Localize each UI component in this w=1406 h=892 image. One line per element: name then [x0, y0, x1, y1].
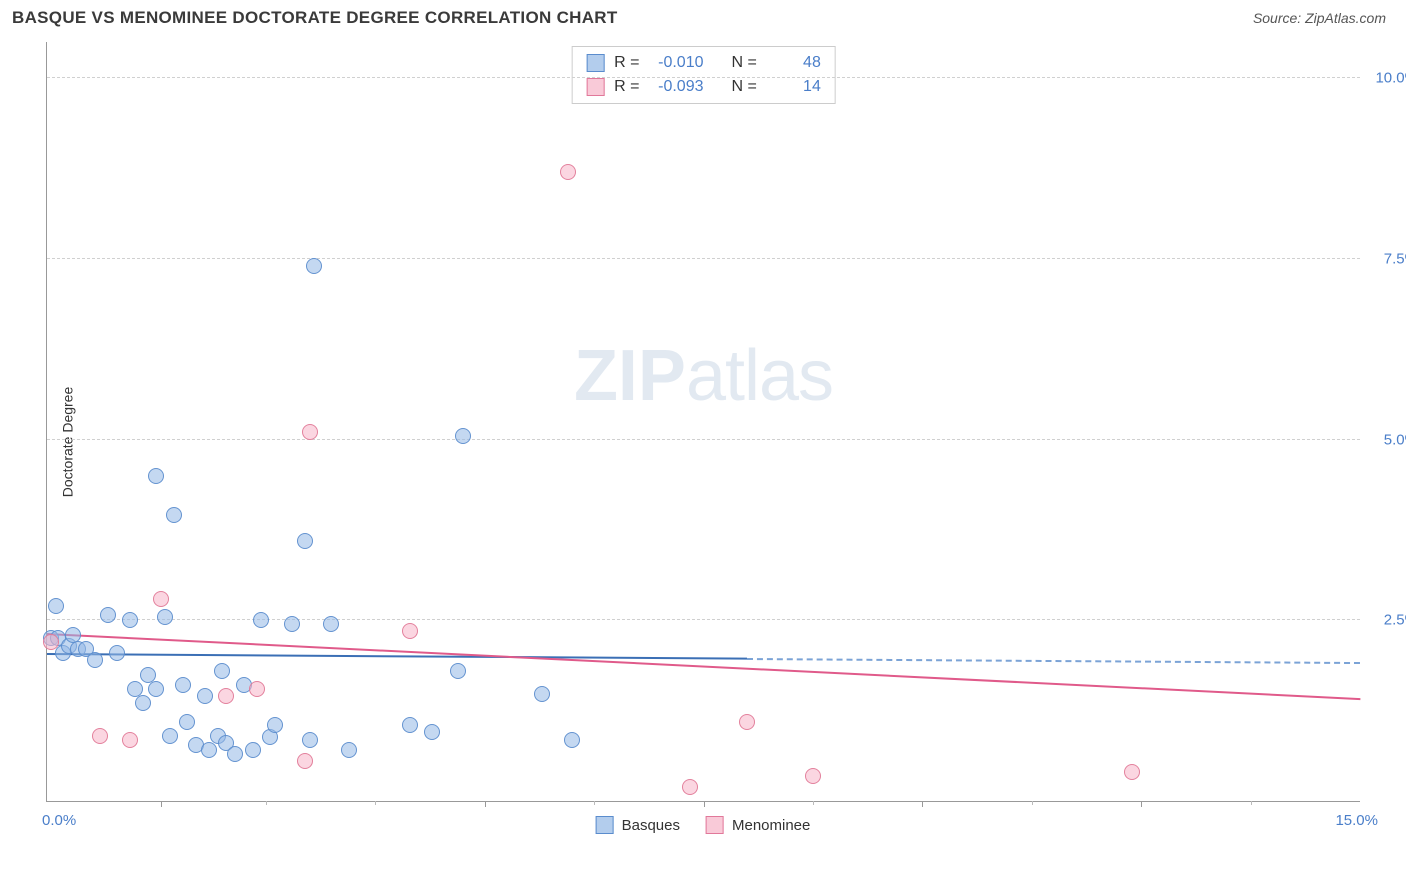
y-tick-label: 7.5%	[1384, 250, 1406, 267]
y-tick-label: 5.0%	[1384, 431, 1406, 448]
data-point-basques	[267, 717, 283, 733]
data-point-basques	[227, 746, 243, 762]
data-point-basques	[302, 732, 318, 748]
legend-item-menominee: Menominee	[706, 816, 810, 834]
data-point-menominee	[297, 753, 313, 769]
data-point-basques	[48, 598, 64, 614]
data-point-basques	[284, 616, 300, 632]
data-point-menominee	[739, 714, 755, 730]
trend-line-basques	[47, 653, 747, 660]
data-point-basques	[245, 742, 261, 758]
data-point-basques	[166, 507, 182, 523]
trend-line-basques-extrapolated	[747, 658, 1360, 664]
x-minor-tick	[1251, 801, 1252, 805]
data-point-basques	[135, 695, 151, 711]
correlation-legend: R = -0.010 N = 48 R = -0.093 N = 14	[571, 46, 836, 104]
chart-title: BASQUE VS MENOMINEE DOCTORATE DEGREE COR…	[12, 8, 618, 28]
x-minor-tick	[813, 801, 814, 805]
swatch-menominee-icon	[706, 816, 724, 834]
x-axis-end-label: 15.0%	[1335, 812, 1378, 829]
x-tick	[704, 801, 705, 807]
data-point-basques	[424, 724, 440, 740]
data-point-basques	[87, 652, 103, 668]
x-minor-tick	[594, 801, 595, 805]
n-value-basques: 48	[767, 51, 821, 75]
x-minor-tick	[375, 801, 376, 805]
gridline	[47, 619, 1360, 620]
data-point-basques	[201, 742, 217, 758]
data-point-basques	[341, 742, 357, 758]
watermark: ZIPatlas	[574, 335, 833, 417]
data-point-basques	[140, 667, 156, 683]
data-point-basques	[127, 681, 143, 697]
x-minor-tick	[266, 801, 267, 805]
data-point-basques	[402, 717, 418, 733]
x-tick	[1141, 801, 1142, 807]
data-point-basques	[179, 714, 195, 730]
data-point-menominee	[560, 164, 576, 180]
data-point-basques	[162, 728, 178, 744]
legend-row-basques: R = -0.010 N = 48	[586, 51, 821, 75]
swatch-menominee-icon	[586, 78, 604, 96]
data-point-basques	[122, 612, 138, 628]
data-point-basques	[157, 609, 173, 625]
y-tick-label: 2.5%	[1384, 612, 1406, 629]
data-point-menominee	[92, 728, 108, 744]
x-tick	[922, 801, 923, 807]
data-point-basques	[534, 686, 550, 702]
data-point-basques	[306, 258, 322, 274]
x-tick	[485, 801, 486, 807]
data-point-menominee	[218, 688, 234, 704]
gridline	[47, 258, 1360, 259]
data-point-menominee	[122, 732, 138, 748]
x-axis-start-label: 0.0%	[42, 812, 76, 829]
data-point-menominee	[805, 768, 821, 784]
gridline	[47, 77, 1360, 78]
data-point-menominee	[43, 634, 59, 650]
data-point-basques	[564, 732, 580, 748]
source-attribution: Source: ZipAtlas.com	[1253, 10, 1386, 26]
data-point-menominee	[249, 681, 265, 697]
x-minor-tick	[1032, 801, 1033, 805]
x-tick	[161, 801, 162, 807]
data-point-menominee	[302, 424, 318, 440]
data-point-basques	[148, 681, 164, 697]
data-point-basques	[323, 616, 339, 632]
data-point-basques	[253, 612, 269, 628]
series-legend: Basques Menominee	[596, 816, 811, 834]
gridline	[47, 439, 1360, 440]
plot-area: ZIPatlas R = -0.010 N = 48 R = -0.093 N …	[46, 42, 1360, 802]
data-point-basques	[214, 663, 230, 679]
data-point-basques	[297, 533, 313, 549]
r-value-menominee: -0.093	[650, 75, 704, 99]
data-point-basques	[450, 663, 466, 679]
chart-container: Doctorate Degree ZIPatlas R = -0.010 N =…	[46, 32, 1360, 852]
legend-item-basques: Basques	[596, 816, 680, 834]
data-point-basques	[109, 645, 125, 661]
n-value-menominee: 14	[767, 75, 821, 99]
y-tick-label: 10.0%	[1375, 70, 1406, 87]
data-point-basques	[455, 428, 471, 444]
data-point-basques	[197, 688, 213, 704]
data-point-basques	[148, 468, 164, 484]
data-point-menominee	[682, 779, 698, 795]
swatch-basques-icon	[596, 816, 614, 834]
legend-row-menominee: R = -0.093 N = 14	[586, 75, 821, 99]
data-point-menominee	[402, 623, 418, 639]
data-point-menominee	[153, 591, 169, 607]
r-value-basques: -0.010	[650, 51, 704, 75]
swatch-basques-icon	[586, 54, 604, 72]
data-point-basques	[175, 677, 191, 693]
data-point-menominee	[1124, 764, 1140, 780]
data-point-basques	[100, 607, 116, 623]
